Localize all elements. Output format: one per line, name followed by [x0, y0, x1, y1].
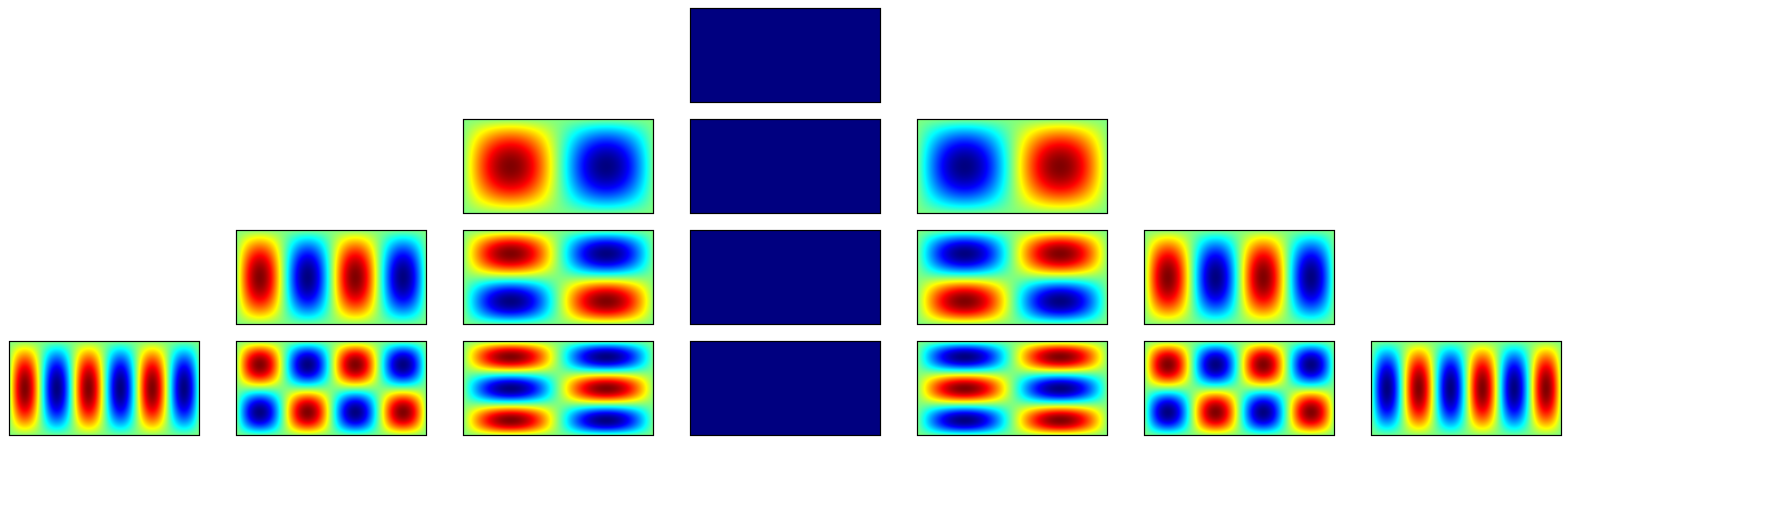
mode-heatmap	[463, 119, 654, 214]
mode-panel-row3-1	[235, 229, 428, 326]
panel-border	[916, 229, 1109, 326]
panel-border	[462, 340, 655, 437]
panel-border	[1143, 229, 1336, 326]
mode-heatmap	[463, 341, 654, 436]
panel-border	[235, 229, 428, 326]
mode-panel-row4-5	[916, 340, 1109, 437]
mode-heatmap	[917, 230, 1108, 325]
uniform-mode-fill	[690, 8, 881, 103]
panel-border	[8, 340, 201, 437]
mode-panel-row2-3	[916, 118, 1109, 215]
mode-heatmap	[236, 230, 427, 325]
mode-heatmap	[1144, 341, 1335, 436]
panel-border	[235, 340, 428, 437]
mode-heatmap	[1144, 230, 1335, 325]
panel-border	[1370, 340, 1563, 437]
panel-border	[689, 118, 882, 215]
mode-heatmap	[236, 341, 427, 436]
panel-border	[689, 7, 882, 104]
mode-heatmap	[917, 341, 1108, 436]
mode-heatmap	[1371, 341, 1562, 436]
mode-panel-row3-5	[1143, 229, 1336, 326]
panel-border	[689, 229, 882, 326]
mode-heatmap	[9, 341, 200, 436]
mode-panel-row4-7	[1370, 340, 1563, 437]
panel-border	[462, 118, 655, 215]
mode-panel-row2-2	[689, 118, 882, 215]
mode-panel-row3-3	[689, 229, 882, 326]
mode-panel-row2-1	[462, 118, 655, 215]
mode-panel-row3-4	[916, 229, 1109, 326]
panel-border	[1143, 340, 1336, 437]
mode-panel-row4-4	[689, 340, 882, 437]
panel-border	[689, 340, 882, 437]
mode-heatmap	[917, 119, 1108, 214]
mode-panel-row4-3	[462, 340, 655, 437]
mode-panel-row3-2	[462, 229, 655, 326]
uniform-mode-fill	[690, 341, 881, 436]
mode-heatmap	[463, 230, 654, 325]
uniform-mode-fill	[690, 119, 881, 214]
mode-panel-row4-6	[1143, 340, 1336, 437]
mode-panel-row4-2	[235, 340, 428, 437]
uniform-mode-fill	[690, 230, 881, 325]
panel-border	[462, 229, 655, 326]
mode-panel-row1-1	[689, 7, 882, 104]
mode-panel-row4-1	[8, 340, 201, 437]
panel-border	[916, 340, 1109, 437]
panel-border	[916, 118, 1109, 215]
